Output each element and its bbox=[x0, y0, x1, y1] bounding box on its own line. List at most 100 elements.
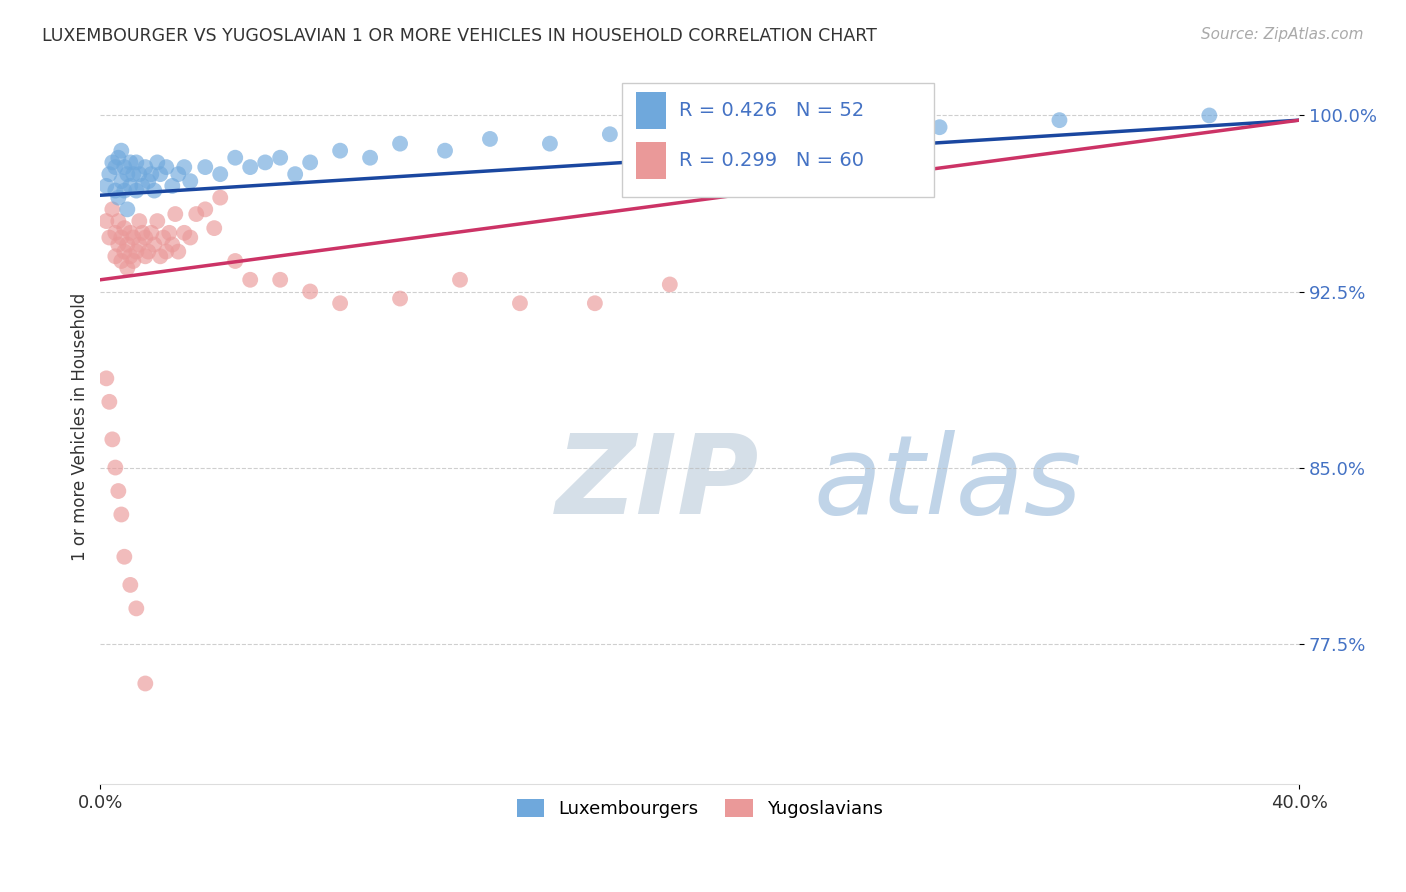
Point bbox=[1198, 108, 1220, 122]
Point bbox=[538, 136, 561, 151]
Text: R = 0.426   N = 52: R = 0.426 N = 52 bbox=[679, 102, 865, 120]
Point bbox=[110, 508, 132, 522]
Point bbox=[143, 237, 166, 252]
Point bbox=[269, 151, 291, 165]
Point bbox=[389, 292, 412, 306]
FancyBboxPatch shape bbox=[621, 83, 934, 197]
Point bbox=[329, 144, 352, 158]
Point bbox=[329, 296, 352, 310]
Point bbox=[658, 277, 681, 292]
Point bbox=[122, 254, 145, 268]
Point bbox=[125, 244, 148, 259]
Point bbox=[101, 202, 124, 217]
Point bbox=[284, 167, 307, 181]
Point bbox=[96, 178, 118, 193]
Point bbox=[120, 226, 142, 240]
Point bbox=[449, 273, 471, 287]
Text: Source: ZipAtlas.com: Source: ZipAtlas.com bbox=[1201, 27, 1364, 42]
Point bbox=[134, 676, 156, 690]
Point bbox=[194, 160, 217, 174]
Point bbox=[120, 155, 142, 169]
Point bbox=[112, 221, 135, 235]
Point bbox=[299, 155, 322, 169]
Point bbox=[209, 191, 232, 205]
Point bbox=[136, 174, 159, 188]
Point bbox=[125, 601, 148, 615]
Text: atlas: atlas bbox=[814, 430, 1083, 537]
Point bbox=[209, 167, 232, 181]
Y-axis label: 1 or more Vehicles in Household: 1 or more Vehicles in Household bbox=[72, 293, 89, 560]
Point bbox=[149, 167, 172, 181]
Point bbox=[143, 184, 166, 198]
FancyBboxPatch shape bbox=[637, 92, 666, 129]
Point bbox=[583, 296, 606, 310]
FancyBboxPatch shape bbox=[637, 142, 666, 179]
Point bbox=[359, 151, 381, 165]
Point bbox=[434, 144, 457, 158]
Point bbox=[112, 549, 135, 564]
Point bbox=[98, 394, 121, 409]
Point bbox=[928, 120, 950, 135]
Point bbox=[110, 230, 132, 244]
Point bbox=[389, 136, 412, 151]
Point bbox=[98, 230, 121, 244]
Point bbox=[96, 371, 118, 385]
Point bbox=[128, 237, 150, 252]
Point bbox=[157, 226, 180, 240]
Point bbox=[673, 120, 696, 135]
Point bbox=[165, 207, 187, 221]
Point bbox=[107, 151, 129, 165]
Point bbox=[128, 214, 150, 228]
Point bbox=[152, 230, 174, 244]
Point bbox=[202, 221, 225, 235]
Point bbox=[173, 226, 195, 240]
Point bbox=[838, 113, 860, 128]
Point bbox=[120, 249, 142, 263]
Point bbox=[110, 254, 132, 268]
Point bbox=[141, 226, 163, 240]
Point bbox=[125, 155, 148, 169]
Point bbox=[141, 167, 163, 181]
Point bbox=[122, 230, 145, 244]
Point bbox=[224, 151, 246, 165]
Point bbox=[104, 160, 127, 174]
Point bbox=[299, 285, 322, 299]
Point bbox=[478, 132, 501, 146]
Point bbox=[117, 260, 139, 275]
Point bbox=[107, 214, 129, 228]
Point bbox=[194, 202, 217, 217]
Text: ZIP: ZIP bbox=[555, 430, 759, 537]
Point bbox=[104, 249, 127, 263]
Point bbox=[224, 254, 246, 268]
Point bbox=[110, 144, 132, 158]
Text: R = 0.299   N = 60: R = 0.299 N = 60 bbox=[679, 152, 865, 170]
Point bbox=[128, 167, 150, 181]
Point bbox=[104, 460, 127, 475]
Point bbox=[509, 296, 531, 310]
Point bbox=[134, 249, 156, 263]
Point bbox=[269, 273, 291, 287]
Point bbox=[155, 160, 177, 174]
Point bbox=[101, 155, 124, 169]
Point bbox=[112, 184, 135, 198]
Point bbox=[107, 483, 129, 498]
Point bbox=[117, 237, 139, 252]
Point bbox=[134, 160, 156, 174]
Point bbox=[112, 244, 135, 259]
Point bbox=[112, 160, 135, 174]
Point bbox=[134, 230, 156, 244]
Text: LUXEMBOURGER VS YUGOSLAVIAN 1 OR MORE VEHICLES IN HOUSEHOLD CORRELATION CHART: LUXEMBOURGER VS YUGOSLAVIAN 1 OR MORE VE… bbox=[42, 27, 877, 45]
Point bbox=[117, 167, 139, 181]
Point bbox=[146, 214, 169, 228]
Point bbox=[162, 237, 184, 252]
Point bbox=[104, 226, 127, 240]
Point bbox=[1049, 113, 1071, 128]
Point bbox=[186, 207, 208, 221]
Point bbox=[146, 155, 169, 169]
Point bbox=[239, 160, 262, 174]
Point bbox=[110, 174, 132, 188]
Point bbox=[96, 214, 118, 228]
Point bbox=[125, 184, 148, 198]
Point bbox=[254, 155, 277, 169]
Point bbox=[748, 120, 770, 135]
